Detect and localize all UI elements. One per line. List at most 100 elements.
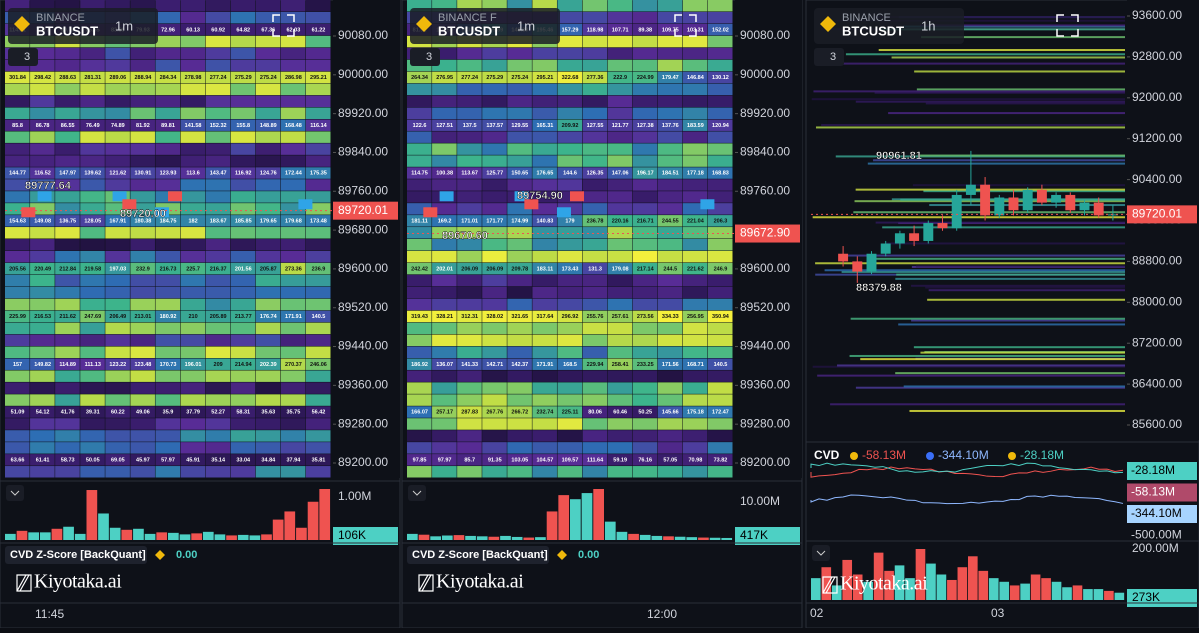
heatmap-cell — [632, 23, 658, 36]
volume-bar — [453, 535, 465, 540]
heatmap-value: 126.35 — [587, 171, 604, 177]
heatmap-value: 37.79 — [186, 410, 200, 416]
heatmap-cell — [507, 95, 532, 108]
liquidity-line — [914, 70, 1125, 73]
heatmap-cell — [507, 442, 532, 454]
price-tick-label: 89840.00 — [338, 145, 388, 159]
heatmap-value: 180.92 — [160, 314, 177, 320]
heatmap-cell — [180, 239, 206, 251]
heatmap-cell — [682, 406, 708, 418]
heatmap-cell — [205, 454, 231, 466]
heatmap-cell — [657, 47, 683, 60]
heatmap-cell — [657, 143, 683, 155]
price-tick-label: 89280.00 — [338, 416, 388, 430]
heatmap-cell — [255, 358, 281, 370]
heatmap-cell — [407, 83, 432, 96]
heatmap-cell — [5, 322, 30, 335]
collapse-button[interactable] — [812, 545, 830, 561]
liquidity-line — [927, 298, 1125, 301]
heatmap-cell — [280, 155, 306, 167]
heatmap-cell — [5, 191, 30, 203]
heatmap-value: 217.14 — [637, 266, 655, 272]
heatmap-cell — [255, 59, 281, 72]
layers-button[interactable] — [814, 48, 844, 66]
liquidity-line — [921, 36, 1125, 39]
heatmap-cell — [280, 298, 306, 311]
heatmap-cell — [5, 250, 30, 263]
liquidity-line — [888, 112, 1125, 115]
price-tick-label: 90000.00 — [740, 67, 790, 81]
heatmap-value: 244.5 — [663, 266, 677, 272]
heatmap-value: 122.6 — [413, 123, 427, 129]
heatmap-cell — [707, 215, 733, 227]
heatmap-cell — [80, 167, 105, 179]
heatmap-cell — [507, 430, 532, 442]
chevron — [412, 490, 422, 496]
heatmap-cell — [155, 131, 181, 143]
heatmap-cell — [30, 262, 55, 275]
heatmap-cell — [432, 239, 457, 251]
heatmap-cell — [432, 382, 457, 394]
heatmap-cell — [305, 310, 331, 323]
layers-button[interactable] — [8, 48, 38, 66]
heatmap-cell — [507, 370, 532, 382]
heatmap-cell — [657, 11, 683, 24]
collapse-button[interactable] — [408, 485, 426, 501]
heatmap-cell — [632, 179, 658, 191]
interval: 1m — [115, 18, 133, 33]
heatmap-cell — [682, 334, 708, 347]
heatmap-value: 69.05 — [111, 458, 125, 464]
heatmap-cell — [507, 358, 532, 370]
heatmap-cell — [80, 370, 105, 382]
fullscreen-icon[interactable] — [1056, 14, 1079, 37]
volume-bar — [863, 581, 873, 600]
order-block — [154, 207, 169, 218]
heatmap-cell — [155, 95, 181, 108]
volume-bar — [1114, 592, 1125, 600]
heatmap-cell — [457, 155, 482, 167]
heatmap-cell — [432, 430, 457, 442]
fullscreen-icon[interactable] — [272, 14, 295, 37]
heatmap-cell — [230, 11, 256, 24]
heatmap-cell — [180, 454, 206, 466]
heatmap-cell — [155, 466, 181, 478]
heatmap-cell — [707, 382, 733, 394]
heatmap-cell — [407, 334, 432, 347]
heatmap-cell — [130, 155, 155, 167]
liquidity-line — [911, 319, 1125, 322]
candle-body — [866, 253, 877, 272]
fullscreen-icon[interactable] — [674, 14, 697, 37]
heatmap-cell — [155, 71, 181, 84]
heatmap-cell — [532, 83, 557, 96]
layers-button[interactable] — [410, 48, 440, 66]
heatmap-cell — [130, 131, 155, 143]
heatmap-cell — [657, 167, 683, 179]
heatmap-cell — [682, 346, 708, 358]
heatmap-cell — [255, 203, 281, 215]
collapse-button[interactable] — [6, 485, 24, 501]
heatmap-cell — [607, 274, 633, 287]
heatmap-cell — [707, 95, 733, 108]
heatmap-cell — [230, 239, 256, 251]
heatmap-cell — [532, 167, 557, 179]
heatmap-cell — [130, 179, 155, 191]
heatmap-cell — [230, 298, 256, 311]
heatmap-cell — [582, 394, 608, 406]
heatmap-cell — [155, 322, 181, 335]
heatmap-value: 295.21 — [537, 75, 554, 81]
heatmap-cell — [55, 83, 80, 96]
heatmap-cell — [682, 298, 708, 311]
heatmap-value: 130.12 — [712, 75, 729, 81]
heatmap-cell — [105, 131, 130, 143]
heatmap-cell — [205, 239, 231, 251]
heatmap-cell — [55, 406, 80, 418]
order-block — [570, 191, 584, 202]
heatmap-cell — [5, 346, 30, 358]
heatmap-cell — [55, 382, 80, 394]
heatmap-cell — [707, 274, 733, 287]
candle-body — [965, 184, 976, 195]
heatmap-cell — [407, 0, 432, 12]
heatmap-value: 35.81 — [312, 458, 326, 464]
heatmap-cell — [130, 119, 155, 131]
heatmap-value: 258.41 — [612, 362, 629, 368]
